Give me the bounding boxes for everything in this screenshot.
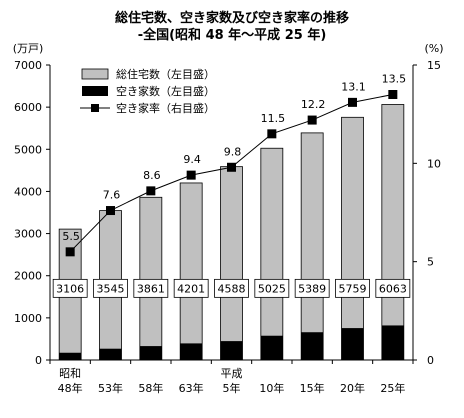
x-tick-label: 48年 bbox=[58, 381, 83, 395]
left-tick-label: 2000 bbox=[14, 270, 42, 283]
legend-swatch-total bbox=[81, 68, 109, 80]
total-value-box bbox=[254, 278, 290, 298]
total-value-label: 4588 bbox=[218, 282, 246, 295]
legend-swatch-vacant bbox=[82, 86, 108, 96]
total-value-box bbox=[335, 278, 370, 298]
vacancy-rate-label: 7.6 bbox=[103, 189, 121, 202]
chart-title: 総住宅数、空き家数及び空き家率の推移 bbox=[115, 10, 349, 26]
vacancy-rate-marker bbox=[65, 247, 75, 257]
vacant-houses-bar bbox=[180, 343, 203, 360]
right-axis-unit: (%) bbox=[424, 42, 443, 55]
total-value-label: 5025 bbox=[258, 282, 286, 295]
left-tick-label: 1000 bbox=[14, 312, 42, 325]
total-value-box bbox=[173, 278, 209, 298]
left-tick-label: 0 bbox=[35, 354, 42, 367]
total-value-box bbox=[375, 278, 411, 298]
total-housing-bar bbox=[381, 104, 405, 361]
total-value-box bbox=[214, 278, 249, 298]
total-value-label: 5759 bbox=[339, 282, 367, 295]
total-value-box bbox=[52, 278, 88, 298]
left-axis-unit: (万戸) bbox=[13, 42, 44, 55]
left-tick-label: 4000 bbox=[14, 185, 42, 198]
total-value-box bbox=[133, 278, 169, 298]
x-tick-label: 58年 bbox=[138, 381, 163, 395]
right-tick-label: 10 bbox=[427, 157, 441, 170]
right-tick-label: 5 bbox=[427, 256, 434, 269]
vacancy-rate-marker bbox=[348, 97, 357, 107]
total-housing-bar bbox=[220, 166, 243, 361]
total-housing-bar bbox=[300, 132, 324, 361]
vacant-houses-bar bbox=[260, 335, 283, 360]
vacancy-rate-label: 9.8 bbox=[224, 145, 242, 158]
legend-label: 空き家数（左目盛） bbox=[116, 84, 215, 98]
left-tick-label: 6000 bbox=[14, 101, 42, 114]
plot-area: 0 1000 2000 3000 4000 5000 6000 7000 0 5 10 15 昭和48年… bbox=[14, 59, 441, 395]
legend-label: 総住宅数（左目盛） bbox=[116, 67, 215, 81]
chart-subtitle: -全国(昭和 48 年～平成 25 年) bbox=[138, 27, 327, 43]
vacancy-rate-marker bbox=[227, 162, 236, 172]
x-tick-label: 15年 bbox=[300, 381, 325, 395]
total-value-label: 3861 bbox=[137, 282, 165, 295]
total-value-label: 3545 bbox=[97, 282, 125, 295]
vacancy-rate-label: 5.5 bbox=[62, 230, 80, 243]
x-tick-label: 昭和 bbox=[59, 367, 81, 380]
vacant-houses-bar bbox=[139, 346, 162, 360]
x-tick-label: 20年 bbox=[340, 381, 365, 395]
total-value-label: 3106 bbox=[56, 282, 84, 295]
total-housing-bar bbox=[179, 182, 203, 361]
vacant-houses-bar bbox=[381, 325, 404, 360]
vacant-houses-bar bbox=[220, 341, 243, 360]
x-tick-label: 25年 bbox=[380, 381, 405, 395]
vacancy-rate-label: 11.5 bbox=[261, 112, 286, 125]
vacancy-rate-label: 8.6 bbox=[143, 169, 161, 182]
total-value-label: 6063 bbox=[379, 282, 407, 295]
vacancy-rate-marker bbox=[267, 129, 277, 139]
x-tick-label: 平成 bbox=[221, 367, 243, 380]
vacancy-rate-label: 12.2 bbox=[301, 98, 326, 111]
vacancy-rate-marker bbox=[146, 186, 156, 196]
left-tick-label: 3000 bbox=[14, 228, 42, 241]
total-value-label: 5389 bbox=[298, 282, 326, 295]
total-housing-bar bbox=[260, 147, 284, 361]
vacancy-rate-label: 9.4 bbox=[183, 153, 201, 166]
vacant-houses-bar bbox=[59, 352, 82, 360]
left-tick-label: 5000 bbox=[14, 143, 42, 156]
vacant-houses-bar bbox=[99, 348, 122, 360]
vacancy-rate-marker bbox=[106, 206, 115, 216]
total-housing-bar bbox=[139, 196, 163, 361]
vacant-houses-bar bbox=[301, 332, 324, 360]
x-tick-label: 53年 bbox=[98, 381, 123, 395]
right-tick-label: 0 bbox=[427, 354, 434, 367]
total-value-box bbox=[93, 278, 128, 298]
vacancy-rate-marker bbox=[307, 115, 317, 125]
vacancy-rate-marker bbox=[388, 90, 398, 99]
vacancy-rate-label: 13.1 bbox=[341, 80, 366, 93]
legend-label: 空き家率（右目盛） bbox=[116, 101, 215, 115]
legend-swatch-rate-marker bbox=[91, 104, 99, 112]
total-housing-bar bbox=[341, 116, 364, 361]
x-tick-label: 5年 bbox=[223, 381, 241, 395]
right-tick-label: 15 bbox=[427, 59, 441, 72]
x-tick-label: 63年 bbox=[179, 381, 204, 395]
total-value-label: 4201 bbox=[177, 282, 205, 295]
left-tick-label: 7000 bbox=[14, 59, 42, 72]
vacancy-rate-label: 13.5 bbox=[382, 73, 407, 86]
x-tick-label: 10年 bbox=[259, 381, 284, 395]
total-value-box bbox=[294, 278, 330, 298]
vacancy-rate-marker bbox=[186, 170, 196, 180]
vacant-houses-bar bbox=[341, 328, 364, 360]
